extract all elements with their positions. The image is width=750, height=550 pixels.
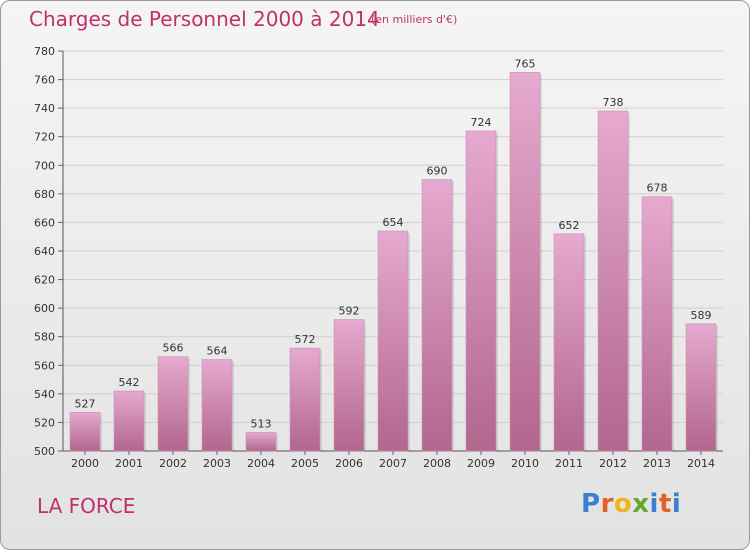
bar-group — [509, 72, 542, 452]
bar-group — [289, 347, 322, 452]
bar-group — [553, 233, 586, 452]
bar — [553, 233, 585, 452]
bar-group — [69, 412, 102, 452]
y-tick-label: 680 — [34, 188, 55, 201]
x-tick-label: 2003 — [203, 457, 231, 470]
bar-group — [641, 196, 674, 452]
data-label: 527 — [75, 397, 96, 410]
logo-letter: i — [671, 489, 682, 519]
data-label: 566 — [163, 342, 184, 355]
bar — [421, 179, 453, 452]
x-tick-label: 2005 — [291, 457, 319, 470]
logo-letter: o — [613, 489, 633, 519]
bar — [597, 110, 629, 452]
data-label: 765 — [515, 57, 536, 70]
x-tick-label: 2010 — [511, 457, 539, 470]
x-tick-label: 2011 — [555, 457, 583, 470]
data-label: 738 — [603, 96, 624, 109]
data-label: 724 — [471, 116, 492, 129]
bar — [333, 319, 365, 452]
data-label: 542 — [119, 376, 140, 389]
x-tick-label: 2002 — [159, 457, 187, 470]
bar-group — [421, 179, 454, 452]
bar-group — [201, 359, 234, 452]
y-tick-label: 500 — [34, 445, 55, 458]
bar-group — [157, 356, 190, 452]
bar-group — [333, 319, 366, 452]
x-tick-label: 2007 — [379, 457, 407, 470]
y-tick-label: 640 — [34, 245, 55, 258]
x-tick-label: 2012 — [599, 457, 627, 470]
chart-title: Charges de Personnel 2000 à 2014 — [29, 7, 380, 31]
bar — [201, 359, 233, 452]
data-label: 572 — [295, 333, 316, 346]
logo-letter: i — [649, 489, 659, 519]
y-tick-label: 740 — [34, 102, 55, 115]
y-tick-label: 660 — [34, 216, 55, 229]
x-tick-label: 2013 — [643, 457, 671, 470]
x-tick-label: 2006 — [335, 457, 363, 470]
data-label: 690 — [427, 165, 448, 178]
data-label: 513 — [251, 417, 272, 430]
bar — [113, 390, 145, 452]
bar — [685, 323, 717, 452]
data-label: 678 — [647, 182, 668, 195]
y-tick-label: 620 — [34, 274, 55, 287]
bar — [509, 72, 541, 452]
bar — [465, 130, 497, 452]
y-tick-label: 520 — [34, 416, 55, 429]
x-tick-label: 2014 — [687, 457, 715, 470]
bar — [69, 412, 101, 452]
y-tick-label: 780 — [34, 45, 55, 58]
bar-group — [597, 110, 630, 452]
commune-name: LA FORCE — [37, 494, 136, 518]
y-tick-label: 560 — [34, 359, 55, 372]
bar — [157, 356, 189, 452]
x-tick-label: 2008 — [423, 457, 451, 470]
bar — [641, 196, 673, 452]
proxiti-logo: Proxiti — [581, 489, 681, 519]
x-tick-label: 2004 — [247, 457, 275, 470]
x-tick-label: 2000 — [71, 457, 99, 470]
bar — [377, 230, 409, 452]
data-label: 652 — [559, 219, 580, 232]
chart-subtitle: (en milliers d'€) — [371, 13, 458, 26]
bar-group — [685, 323, 718, 452]
data-label: 592 — [339, 305, 360, 318]
y-tick-label: 720 — [34, 131, 55, 144]
y-tick-label: 540 — [34, 388, 55, 401]
data-label: 589 — [691, 309, 712, 322]
bar-group — [113, 390, 146, 452]
y-tick-label: 700 — [34, 159, 55, 172]
bar-group — [245, 432, 278, 452]
logo-letter: t — [658, 489, 672, 519]
x-tick-label: 2009 — [467, 457, 495, 470]
x-tick-label: 2001 — [115, 457, 143, 470]
bar-group — [377, 230, 410, 452]
logo-letter: r — [600, 489, 614, 519]
logo-letter: P — [581, 489, 601, 519]
bar — [289, 347, 321, 452]
y-tick-label: 580 — [34, 331, 55, 344]
y-tick-label: 760 — [34, 74, 55, 87]
data-label: 654 — [383, 216, 404, 229]
y-tick-label: 600 — [34, 302, 55, 315]
data-label: 564 — [207, 345, 228, 358]
logo-letter: x — [632, 489, 650, 519]
bar — [245, 432, 277, 452]
bar-group — [465, 130, 498, 452]
